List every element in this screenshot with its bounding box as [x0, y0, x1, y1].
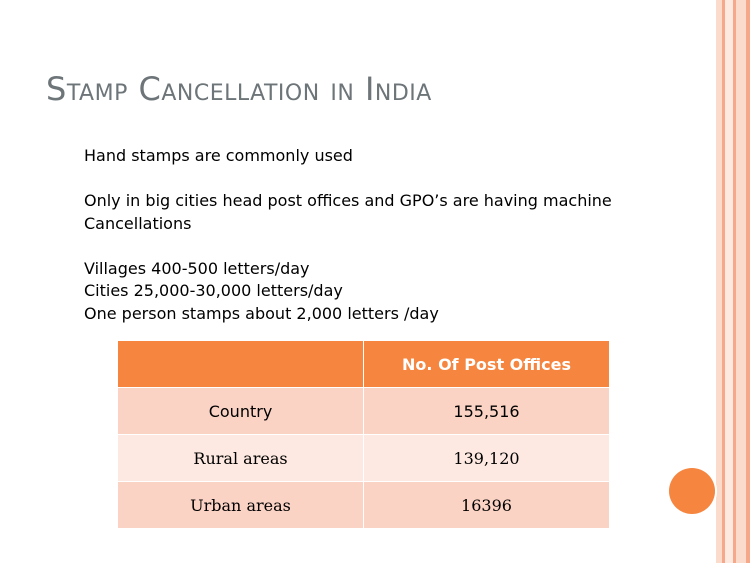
table-cell-label: Country: [117, 387, 364, 435]
body-spacer: [84, 168, 684, 191]
decorative-stripe: [746, 0, 750, 563]
post-offices-table: No. Of Post Offices Country 155,516 Rura…: [117, 340, 610, 529]
table-header-row: No. Of Post Offices: [117, 340, 610, 388]
table-cell-value: 139,120: [363, 434, 610, 482]
slide-body: Hand stamps are commonly used Only in bi…: [84, 145, 684, 325]
table-cell-value: 16396: [363, 481, 610, 529]
table-row: Urban areas 16396: [117, 481, 610, 529]
table-header-cell: [117, 340, 364, 388]
body-line: Cities 25,000-30,000 letters/day: [84, 281, 343, 300]
body-spacer: [84, 235, 684, 258]
slide-title: Stamp Cancellation in India: [46, 70, 432, 108]
table-header-cell: No. Of Post Offices: [363, 340, 610, 388]
decorative-circle: [669, 468, 715, 514]
body-line: Villages 400-500 letters/day: [84, 258, 310, 278]
table-row: Country 155,516: [117, 387, 610, 435]
table-cell-label: Urban areas: [117, 481, 364, 529]
decorative-stripe: [736, 0, 746, 563]
table-cell-label: Rural areas: [117, 434, 364, 482]
body-line: Hand stamps are commonly used: [84, 146, 353, 165]
body-line: Cancellations: [84, 213, 192, 233]
table-cell-value: 155,516: [363, 387, 610, 435]
decorative-stripe: [733, 0, 736, 563]
decorative-stripe: [716, 0, 722, 563]
decorative-stripe: [725, 0, 733, 563]
body-line: Only in big cities head post offices and…: [84, 191, 612, 210]
body-line: One person stamps about 2,000 letters /d…: [84, 303, 439, 323]
table-row: Rural areas 139,120: [117, 434, 610, 482]
decorative-stripe: [722, 0, 725, 563]
